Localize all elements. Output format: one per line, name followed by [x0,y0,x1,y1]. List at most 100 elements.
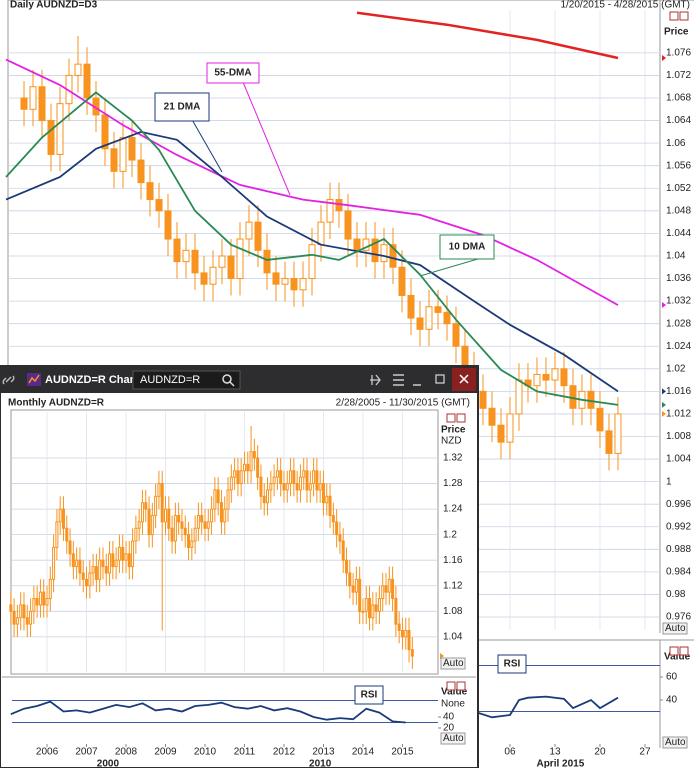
candle-body [42,591,46,606]
candle-body [533,373,541,387]
candle-body [160,483,164,523]
candle-body [259,476,263,497]
y-tick-label: 1.02 [666,363,686,374]
candle-body [317,221,325,246]
maximize-button[interactable] [435,374,445,384]
panel-control[interactable] [679,11,689,21]
candle-body [114,559,118,568]
candle-body [206,521,210,529]
y-tick-label: 1.2 [443,529,457,540]
candle-body [308,244,316,280]
candle-body [312,470,316,485]
y-tick-label: 0.98 [666,589,686,600]
search-icon[interactable] [222,374,235,387]
candle-body [434,306,442,313]
y-tick-label: 1.012 [666,409,691,420]
panel-control[interactable] [446,413,456,423]
candle-body [117,546,121,561]
candle-body [47,120,55,155]
panel-control[interactable] [456,413,466,423]
candle-body [223,508,227,523]
panel-control[interactable] [669,11,679,21]
y-tick-label: 0.996 [666,499,691,510]
auto-button[interactable] [440,732,466,745]
annotation-text: 55-DMA [214,68,251,79]
candle-body [351,585,355,593]
x-tick-label: 2015 [391,747,414,758]
rsi-line [473,695,619,719]
candle-body [416,317,424,330]
candle-body [318,483,322,491]
candle-body [108,553,112,574]
candle-body [279,470,283,485]
candle-body [614,413,622,454]
link-icon[interactable] [2,375,15,385]
auto-button-label[interactable]: Auto [443,658,464,669]
last-value-marker [662,54,666,61]
candle-body [35,598,39,606]
share-icon[interactable] [370,374,381,386]
y-tick-label: 1.028 [666,318,691,329]
candle-body [22,604,26,619]
candle-body [282,483,286,491]
rsi-line [10,700,406,724]
candle-body [302,470,306,478]
candle-body [167,508,171,529]
candle-body [391,578,395,600]
candle-body [551,368,559,381]
y-tick-label: 40 [666,695,678,706]
axis-label: NZD [441,436,462,447]
candle-body [55,521,59,548]
candle-body [236,238,244,280]
search-text[interactable]: AUDNZD=R [140,374,200,386]
chart-title: Daily AUDNZD=D3 [10,0,98,11]
candle-body [173,238,181,263]
y-tick-label: 0.988 [666,544,691,555]
candle-body [45,598,49,606]
candle-body [229,476,233,491]
auto-button[interactable] [440,657,466,670]
candle-body [354,578,358,593]
x-tick-label: 2007 [75,747,98,758]
candle-body [170,527,174,542]
annotation-box [154,92,210,122]
candle-body [371,604,375,619]
candle-body [187,534,191,548]
candle-body [290,278,298,291]
candle-body [239,470,243,485]
candle-body [131,540,135,568]
candle-body [9,604,13,612]
x-tick-label: 20 [594,747,606,758]
last-value-marker [662,401,666,408]
candle-body [407,629,411,651]
y-tick-label: 1.064 [666,115,691,126]
indicator-box [497,654,527,674]
candle-body [381,585,385,600]
y-tick-label: 1.016 [666,386,691,397]
menu-icon[interactable] [393,374,404,386]
candle-body [335,521,339,536]
candle-body [94,566,98,580]
candle-body [25,617,29,625]
candle-body [190,540,194,548]
auto-button-label[interactable]: Auto [443,733,464,744]
search-box[interactable] [132,370,241,390]
auto-button-label[interactable]: Auto [665,623,686,634]
panel-control[interactable] [669,646,679,656]
axis-label: None [441,699,465,710]
candle-body [361,610,365,613]
auto-button-label[interactable]: Auto [665,737,686,748]
candle-body [61,508,65,529]
candle-body [140,502,144,523]
y-tick-label: 1.072 [666,70,691,81]
panel-control[interactable] [456,681,466,691]
candle-body [252,451,256,459]
auto-button[interactable] [662,622,688,635]
candle-body [29,86,37,110]
auto-button[interactable] [662,736,688,749]
candle-body [85,578,89,587]
y-tick-label: 1.08 [443,606,463,617]
candle-body [52,546,56,580]
panel-control[interactable] [446,681,456,691]
panel-control[interactable] [679,646,689,656]
